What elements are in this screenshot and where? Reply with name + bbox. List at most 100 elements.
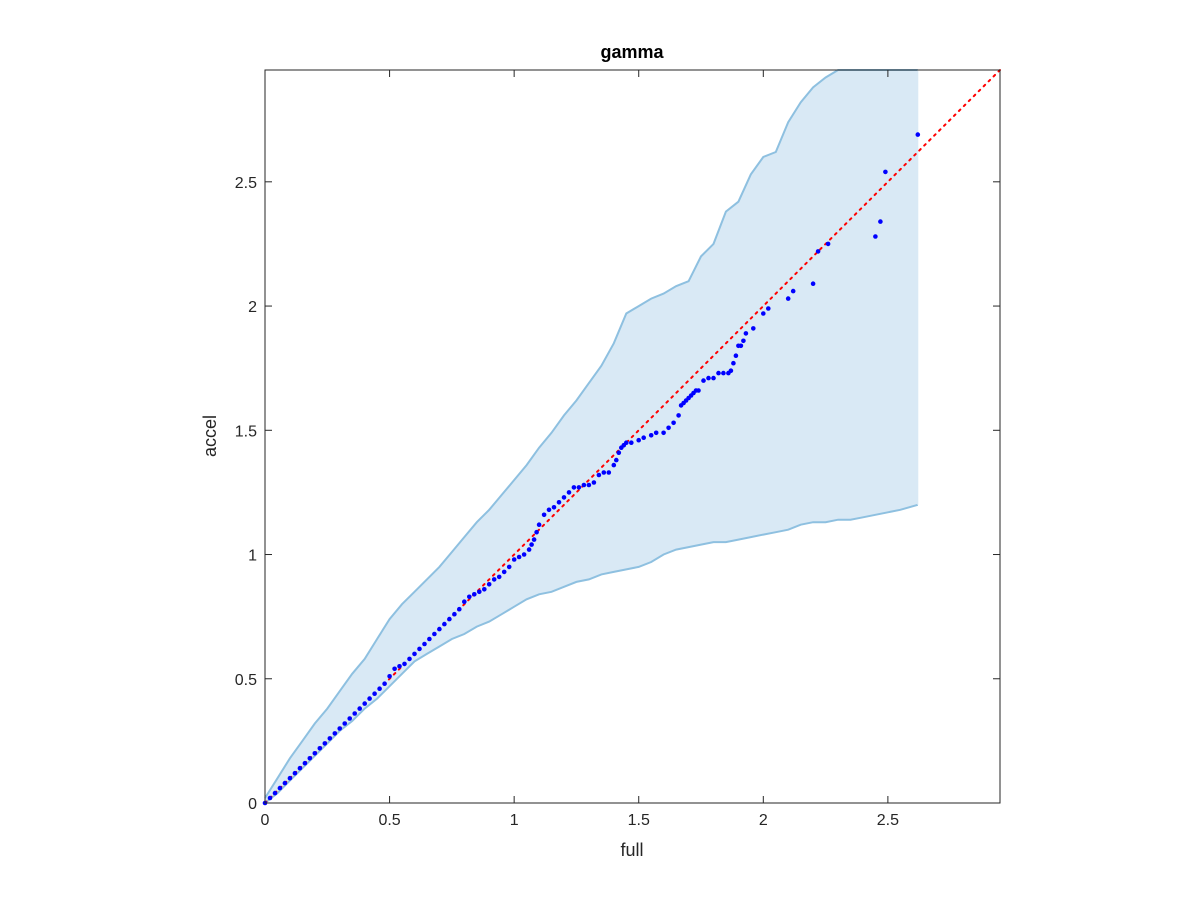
data-point — [377, 686, 382, 691]
data-point — [883, 169, 888, 175]
data-point — [437, 626, 442, 632]
data-point — [731, 360, 736, 366]
y-tick-label: 1.5 — [235, 423, 257, 440]
data-point — [372, 691, 377, 696]
data-point — [442, 621, 447, 627]
data-point — [506, 564, 512, 570]
data-point — [467, 594, 472, 600]
confidence-band — [264, 69, 919, 804]
data-points — [262, 132, 921, 806]
data-point — [362, 701, 368, 706]
data-point — [706, 375, 711, 381]
data-point — [606, 470, 612, 475]
data-point — [521, 552, 527, 557]
data-point — [312, 751, 318, 756]
data-point — [596, 472, 602, 478]
data-point — [551, 505, 557, 510]
data-point — [516, 554, 522, 560]
data-point — [653, 430, 659, 436]
data-point — [357, 706, 363, 711]
plot-area-frame — [264, 69, 1001, 804]
data-point — [556, 500, 562, 505]
data-point — [287, 775, 293, 781]
data-point — [297, 765, 303, 771]
data-point — [616, 450, 622, 456]
y-tick-label: 1 — [248, 548, 257, 565]
x-tick-label: 2 — [759, 812, 768, 829]
data-point — [501, 569, 507, 575]
y-tick-label: 0.5 — [235, 672, 257, 689]
data-point — [751, 326, 756, 331]
data-point — [716, 370, 721, 376]
data-point — [825, 241, 831, 247]
data-point — [591, 480, 597, 485]
data-point — [367, 696, 372, 701]
x-tick-label: 1 — [510, 812, 519, 829]
data-point — [785, 296, 791, 301]
data-point — [412, 651, 417, 657]
data-point — [392, 666, 397, 672]
data-point — [701, 378, 706, 383]
data-point — [272, 790, 278, 796]
data-point — [387, 674, 392, 679]
data-point — [307, 756, 313, 761]
data-point — [566, 490, 572, 495]
data-point — [614, 457, 619, 463]
data-point — [511, 557, 517, 562]
data-point — [422, 641, 427, 647]
data-point — [721, 370, 726, 376]
y-tick-label: 2 — [248, 299, 257, 316]
band-upper-edge — [264, 69, 918, 799]
data-point — [531, 537, 537, 542]
data-point — [815, 249, 821, 254]
x-tick-label: 0 — [261, 812, 270, 829]
data-point — [576, 485, 582, 490]
data-point — [676, 413, 681, 418]
data-point — [878, 219, 883, 224]
data-point — [496, 574, 502, 580]
data-point — [491, 577, 497, 582]
data-point — [743, 331, 749, 336]
data-point — [733, 353, 739, 359]
data-point — [711, 375, 716, 381]
data-point — [477, 589, 482, 595]
data-point — [586, 482, 592, 488]
data-point — [728, 368, 734, 374]
data-point — [427, 636, 432, 642]
data-point — [629, 440, 634, 446]
axis-ticks: 0 0.5 1 1.5 2 2.5 0 0.5 1 1.5 2 2.5 — [235, 70, 1000, 829]
data-point — [738, 343, 744, 349]
data-point — [873, 234, 878, 239]
y-tick-label: 0 — [248, 796, 257, 813]
data-point — [534, 529, 539, 535]
data-point — [529, 542, 534, 547]
data-point — [407, 656, 412, 662]
x-tick-label: 2.5 — [877, 812, 899, 829]
data-point — [641, 435, 646, 441]
chart-title: gamma — [600, 42, 664, 62]
data-point — [636, 437, 641, 443]
data-point — [322, 741, 328, 746]
data-point — [581, 482, 587, 488]
data-point — [337, 726, 343, 731]
data-point — [571, 485, 577, 490]
data-point — [472, 592, 477, 597]
data-point — [546, 507, 552, 513]
data-point — [282, 780, 288, 786]
data-point — [696, 388, 701, 393]
data-point — [332, 731, 338, 736]
data-point — [761, 311, 766, 316]
x-tick-label: 1.5 — [628, 812, 650, 829]
data-point — [292, 770, 298, 776]
data-point — [790, 288, 796, 294]
data-point — [342, 721, 348, 726]
x-tick-label: 0.5 — [378, 812, 400, 829]
data-point — [741, 338, 746, 344]
data-point — [671, 420, 676, 426]
band-fill — [265, 70, 918, 803]
data-point — [457, 606, 462, 612]
data-point — [666, 425, 671, 431]
data-point — [810, 281, 816, 287]
data-point — [541, 512, 547, 518]
